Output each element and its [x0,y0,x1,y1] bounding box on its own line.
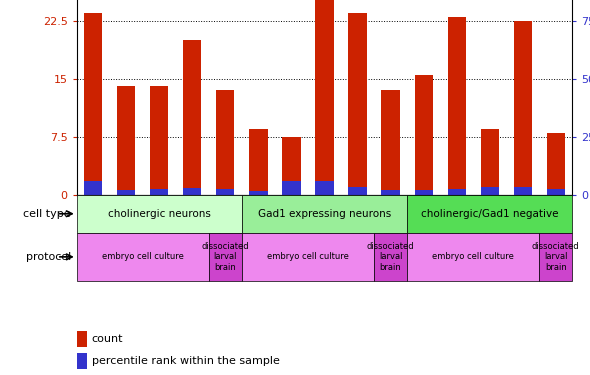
Bar [448,189,466,195]
Bar [250,129,267,195]
Bar [316,181,333,195]
Bar [84,181,102,195]
Bar [514,21,532,195]
Bar [539,232,572,281]
Bar [242,195,407,232]
Bar [415,190,432,195]
Bar [547,133,565,195]
Bar [374,232,407,281]
Text: dissociated
larval
brain: dissociated larval brain [532,242,579,272]
Text: dissociated
larval
brain: dissociated larval brain [202,242,249,272]
Text: embryo cell culture: embryo cell culture [267,252,349,261]
Bar [117,190,135,195]
Text: protocol: protocol [25,252,71,262]
Bar [481,129,499,195]
Bar [283,181,300,195]
Bar [316,0,333,195]
Text: embryo cell culture: embryo cell culture [432,252,514,261]
Bar [77,331,87,346]
Bar [183,188,201,195]
Bar [283,137,300,195]
Bar [84,13,102,195]
Bar [77,232,209,281]
Text: cholinergic neurons: cholinergic neurons [108,209,211,219]
Bar [150,87,168,195]
Text: Gad1 expressing neurons: Gad1 expressing neurons [258,209,391,219]
Bar [407,232,539,281]
Text: cell type: cell type [23,209,71,219]
Text: cholinergic/Gad1 negative: cholinergic/Gad1 negative [421,209,559,219]
Bar [217,90,234,195]
Bar [183,40,201,195]
Bar [117,87,135,195]
Bar [349,187,366,195]
Bar [514,187,532,195]
Bar [481,187,499,195]
Bar [77,195,242,232]
Text: percentile rank within the sample: percentile rank within the sample [91,356,280,366]
Bar [349,13,366,195]
Bar [547,189,565,195]
Bar [217,189,234,195]
Bar [448,17,466,195]
Bar [242,232,374,281]
Bar [382,190,399,195]
Bar [407,195,572,232]
Bar [209,232,242,281]
Bar [250,191,267,195]
Bar [77,353,87,369]
Bar [382,90,399,195]
Text: count: count [91,334,123,344]
Bar [415,75,432,195]
Bar [150,189,168,195]
Text: dissociated
larval
brain: dissociated larval brain [367,242,414,272]
Text: embryo cell culture: embryo cell culture [102,252,183,261]
